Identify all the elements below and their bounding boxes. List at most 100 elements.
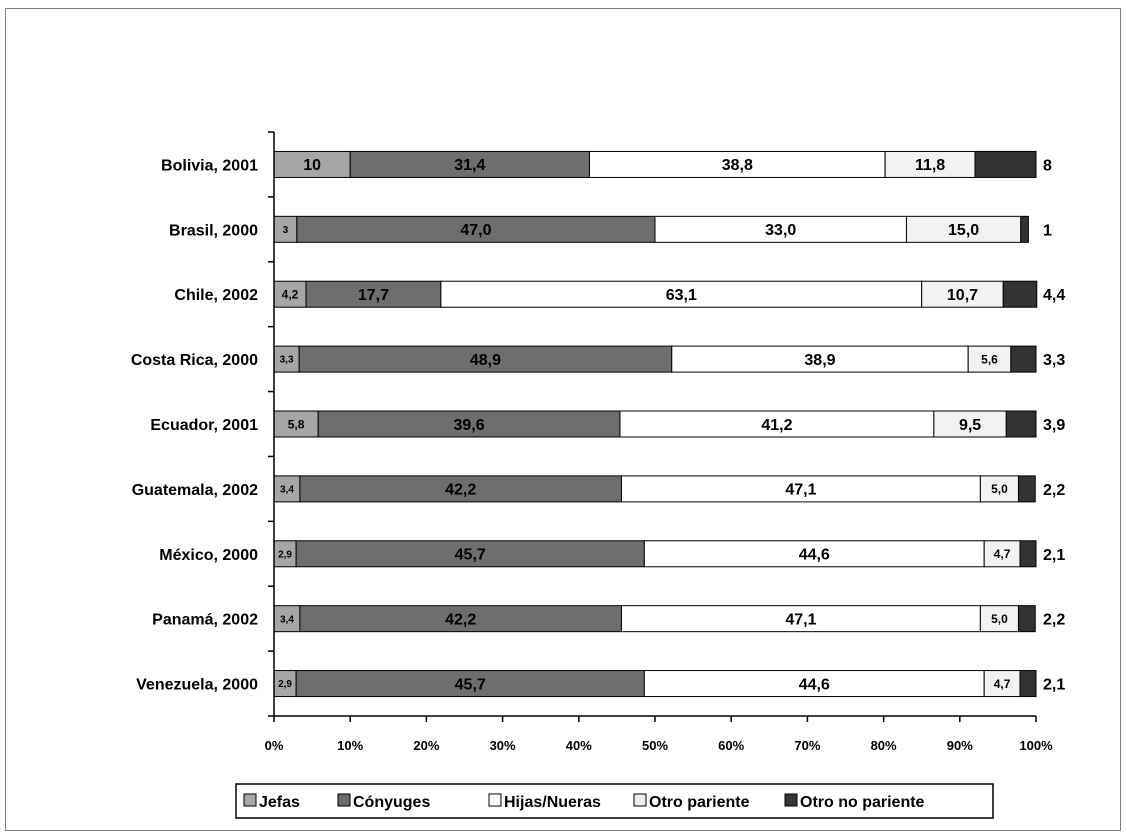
data-label-jefas-panama-2002: 3,4 (280, 614, 294, 625)
x-tick-label: 50% (642, 738, 668, 753)
bar-segment-hijas-nueras-costa-rica-2000 (671, 345, 969, 373)
bar-segment-otro-no-pariente-mexico-2000 (1019, 540, 1037, 568)
bar-segment-jefas-panama-2002 (273, 605, 301, 633)
category-label-chile-2002: Chile, 2002 (174, 287, 258, 304)
data-label-hijas-nueras-venezuela-2000: 44,6 (799, 676, 830, 693)
legend-swatch-conyuges (337, 793, 351, 807)
data-label-conyuges-brasil-2000: 47,0 (460, 222, 491, 239)
data-label-otro-pariente-guatemala-2002: 5,0 (991, 482, 1008, 496)
legend: Jefas Cónyuges Hijas/Nueras Otro pariente Ot… (235, 783, 994, 819)
data-label-jefas-brasil-2000: 3 (283, 225, 289, 236)
data-label-hijas-nueras-brasil-2000: 33,0 (765, 222, 796, 239)
data-label-otro-pariente-costa-rica-2000: 5,6 (981, 352, 998, 366)
bar-segment-jefas-ecuador-2001 (273, 410, 319, 438)
data-label-conyuges-ecuador-2001: 39,6 (454, 417, 485, 434)
data-label-jefas-venezuela-2000: 2,9 (278, 679, 292, 690)
bar-segment-otro-no-pariente-chile-2002 (1002, 280, 1038, 308)
category-label-brasil-2000: Brasil, 2000 (169, 222, 258, 239)
bar-segment-otro-pariente-chile-2002 (921, 280, 1004, 308)
data-label-otro-no-pariente-venezuela-2000: 2,1 (1043, 677, 1065, 694)
bar-segment-otro-no-pariente-bolivia-2001 (974, 150, 1037, 178)
legend-swatch-otro-no-pariente (784, 793, 798, 807)
category-label-bolivia-2001: Bolivia, 2001 (161, 157, 258, 174)
bar-segment-jefas-bolivia-2001 (273, 150, 351, 178)
data-label-conyuges-guatemala-2002: 42,2 (445, 482, 476, 499)
data-label-otro-no-pariente-chile-2002: 4,4 (1043, 287, 1065, 304)
data-label-hijas-nueras-ecuador-2001: 41,2 (761, 417, 792, 434)
legend-label-conyuges: Cónyuges (353, 794, 430, 811)
legend-label-otro-pariente: Otro pariente (649, 794, 750, 811)
bar-segment-otro-no-pariente-panama-2002 (1017, 605, 1036, 633)
x-tick-label: 10% (337, 738, 363, 753)
x-tick-label: 40% (566, 738, 592, 753)
labels-layer: Bolivia, 2001 10 31,4 38,8 11,8 8 Brasil, 2000… (131, 157, 1066, 753)
x-tick-label: 0% (265, 738, 284, 753)
bar-segment-hijas-nueras-venezuela-2000 (643, 670, 985, 698)
data-label-jefas-ecuador-2001: 5,8 (288, 417, 305, 431)
data-label-hijas-nueras-costa-rica-2000: 38,9 (804, 352, 835, 369)
axes-layer (268, 131, 1037, 722)
data-label-otro-pariente-venezuela-2000: 4,7 (994, 677, 1011, 691)
x-tick-label: 30% (490, 738, 516, 753)
data-label-otro-no-pariente-panama-2002: 2,2 (1043, 612, 1065, 629)
data-label-otro-pariente-panama-2002: 5,0 (991, 612, 1008, 626)
data-label-conyuges-mexico-2000: 45,7 (455, 547, 486, 564)
category-label-panama-2002: Panamá, 2002 (152, 612, 258, 629)
bar-segment-hijas-nueras-panama-2002 (620, 605, 981, 633)
bar-segment-hijas-nueras-guatemala-2002 (620, 475, 981, 503)
bar-segment-hijas-nueras-chile-2002 (440, 280, 923, 308)
bar-segment-otro-pariente-guatemala-2002 (979, 475, 1019, 503)
data-label-hijas-nueras-bolivia-2001: 38,8 (722, 157, 753, 174)
bar-segment-conyuges-costa-rica-2000 (298, 345, 673, 373)
legend-label-hijas-nueras: Hijas/Nueras (504, 794, 601, 811)
data-label-otro-pariente-bolivia-2001: 11,8 (915, 157, 945, 174)
data-label-jefas-chile-2002: 4,2 (282, 288, 299, 302)
category-label-guatemala-2002: Guatemala, 2002 (132, 482, 258, 499)
bar-segment-otro-pariente-panama-2002 (979, 605, 1019, 633)
bars-layer (273, 150, 1038, 698)
data-label-conyuges-bolivia-2001: 31,4 (454, 157, 485, 174)
legend-label-jefas: Jefas (259, 794, 300, 811)
data-label-hijas-nueras-chile-2002: 63,1 (666, 287, 697, 304)
legend-swatch-otro-pariente (633, 793, 647, 807)
data-label-hijas-nueras-panama-2002: 47,1 (785, 611, 816, 628)
data-label-hijas-nueras-guatemala-2002: 47,1 (785, 482, 816, 499)
bar-segment-otro-no-pariente-brasil-2000 (1020, 215, 1029, 243)
data-label-otro-no-pariente-bolivia-2001: 8 (1043, 157, 1052, 174)
data-label-otro-no-pariente-brasil-2000: 1 (1043, 222, 1052, 239)
data-label-conyuges-panama-2002: 42,2 (445, 611, 476, 628)
data-label-otro-pariente-chile-2002: 10,7 (947, 287, 978, 304)
data-label-otro-no-pariente-guatemala-2002: 2,2 (1043, 482, 1065, 499)
data-label-otro-no-pariente-costa-rica-2000: 3,3 (1043, 352, 1065, 369)
legend-swatch-jefas (243, 793, 257, 807)
bar-segment-otro-no-pariente-costa-rica-2000 (1010, 345, 1037, 373)
category-label-costa-rica-2000: Costa Rica, 2000 (131, 352, 258, 369)
x-tick-label: 70% (794, 738, 820, 753)
bar-segment-conyuges-panama-2002 (299, 605, 622, 633)
bar-segment-otro-no-pariente-venezuela-2000 (1019, 670, 1037, 698)
bar-segment-conyuges-guatemala-2002 (299, 475, 622, 503)
x-tick-label: 60% (718, 738, 744, 753)
bar-segment-otro-pariente-costa-rica-2000 (967, 345, 1012, 373)
data-label-otro-no-pariente-ecuador-2001: 3,9 (1043, 417, 1065, 434)
bar-segment-otro-pariente-venezuela-2000 (983, 670, 1021, 698)
x-tick-label: 20% (413, 738, 439, 753)
bar-segment-hijas-nueras-ecuador-2001 (619, 410, 935, 438)
bar-segment-otro-pariente-mexico-2000 (983, 540, 1021, 568)
category-label-ecuador-2001: Ecuador, 2001 (150, 417, 258, 434)
data-label-otro-pariente-mexico-2000: 4,7 (994, 547, 1011, 561)
data-label-jefas-costa-rica-2000: 3,3 (280, 355, 294, 366)
bar-segment-otro-no-pariente-guatemala-2002 (1017, 475, 1036, 503)
data-label-otro-no-pariente-mexico-2000: 2,1 (1043, 547, 1065, 564)
bar-segment-otro-pariente-bolivia-2001 (884, 150, 976, 178)
data-label-hijas-nueras-mexico-2000: 44,6 (799, 547, 830, 564)
bar-segment-otro-pariente-brasil-2000 (905, 215, 1022, 243)
legend-box (235, 783, 994, 819)
data-label-jefas-mexico-2000: 2,9 (278, 549, 292, 560)
data-label-conyuges-chile-2002: 17,7 (358, 287, 389, 304)
category-label-venezuela-2000: Venezuela, 2000 (136, 677, 258, 694)
data-label-otro-pariente-ecuador-2001: 9,5 (959, 417, 981, 434)
bar-segment-hijas-nueras-mexico-2000 (643, 540, 985, 568)
bar-segment-conyuges-brasil-2000 (296, 215, 656, 243)
